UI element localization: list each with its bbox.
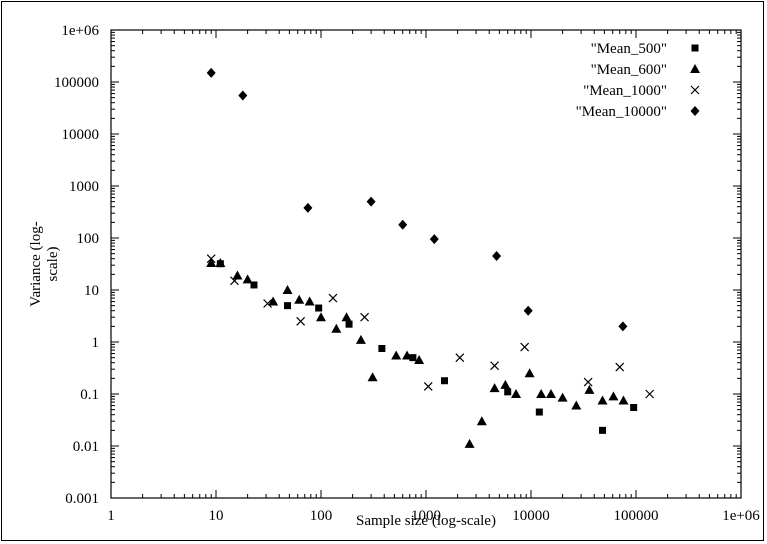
x-tick-label: 1e+06 [722, 508, 760, 524]
data-point-series-2 [464, 438, 475, 448]
data-point-series-2 [402, 350, 413, 360]
data-point-series-2 [511, 389, 522, 398]
data-point-series-2 [414, 355, 425, 365]
data-point-series-2 [545, 389, 556, 398]
y-tick-label: 1e+06 [61, 23, 99, 39]
data-point-series-4 [366, 196, 376, 207]
data-point-series-3 [583, 377, 593, 387]
data-point-series-2 [304, 296, 315, 306]
data-point-series-2 [597, 395, 608, 405]
data-point-series-4 [618, 321, 628, 332]
data-point-series-3 [423, 381, 433, 391]
data-point-series-1 [315, 304, 323, 312]
data-point-series-2 [355, 334, 366, 344]
plot-area [110, 29, 742, 499]
data-point-series-1 [250, 281, 258, 289]
data-point-series-2 [282, 285, 293, 294]
data-point-series-3 [455, 353, 465, 363]
data-point-series-2 [557, 392, 568, 402]
x-tick-label: 10 [209, 508, 224, 524]
data-point-series-4 [398, 219, 408, 230]
legend-label: "Mean_500" [591, 41, 667, 57]
x-tick-labels: 1 10 100 1000 10000 100000 1e+06 [107, 508, 760, 524]
data-point-series-2 [608, 391, 619, 401]
x-tick-label: 1000 [411, 508, 441, 524]
y-tick-label: 10 [84, 283, 99, 299]
data-point-series-2 [476, 416, 487, 426]
data-point-series-2 [316, 312, 326, 322]
data-point-series-2 [341, 312, 352, 322]
y-tick-label: 0.1 [80, 387, 99, 403]
x-tick-label: 100000 [614, 508, 659, 524]
data-point-series-1 [378, 344, 386, 352]
y-tick-label: 1 [92, 335, 100, 351]
legend-marker [690, 106, 700, 116]
data-point-series-1 [630, 404, 638, 412]
y-tick-label: 0.01 [73, 439, 99, 455]
data-point-series-3 [615, 362, 625, 372]
data-point-series-1 [599, 426, 607, 434]
legend-marker [690, 64, 700, 73]
data-point-series-2 [232, 270, 243, 280]
data-point-series-3 [520, 342, 530, 352]
data-point-series-2 [536, 389, 547, 398]
data-point-series-1 [440, 377, 448, 385]
legend-marker [691, 44, 699, 52]
data-point-series-3 [230, 276, 239, 286]
x-tick-label: 1 [107, 508, 115, 524]
data-point-series-2 [268, 296, 279, 306]
data-point-series-3 [263, 299, 273, 308]
data-point-series-2 [294, 294, 305, 304]
x-tick-label: 10000 [512, 508, 550, 524]
data-point-series-2 [618, 395, 629, 405]
data-point-series-2 [206, 258, 217, 268]
data-point-series-2 [391, 350, 402, 360]
data-point-series-3 [206, 254, 216, 264]
legend-label: "Mean_1000" [583, 83, 667, 99]
y-tick-label: 10000 [62, 127, 100, 143]
data-point-series-1 [535, 408, 543, 416]
x-tick-label: 100 [310, 508, 333, 524]
data-point-series-4 [492, 251, 502, 262]
data-point-series-2 [524, 368, 535, 378]
y-tick-labels: 0.001 0.01 0.1 1 10 100 1000 10000 100000 1e+06 [54, 23, 99, 507]
data-point-series-4 [429, 234, 439, 245]
axis-ticks [110, 29, 742, 499]
data-point-series-1 [345, 320, 353, 328]
data-point-series-2 [489, 383, 500, 393]
data-point-series-2 [500, 379, 511, 389]
data-point-series-1 [409, 354, 417, 362]
y-tick-label: 100000 [54, 75, 99, 91]
data-point-series-3 [490, 361, 500, 371]
data-point-series-2 [331, 323, 342, 333]
data-point-series-3 [645, 389, 655, 399]
data-point-series-2 [242, 274, 253, 284]
data-point-series-4 [303, 202, 313, 213]
data-point-series-2 [584, 384, 595, 394]
data-point-series-4 [206, 67, 216, 78]
data-point-series-4 [523, 305, 533, 316]
y-axis-label-line-2: scale) [45, 247, 61, 282]
data-marks [206, 67, 655, 448]
y-tick-label: 0.001 [65, 491, 99, 507]
y-tick-label: 1000 [69, 179, 99, 195]
legend-label: "Mean_600" [591, 62, 667, 78]
legend: "Mean_500" "Mean_600" "Mean_1000" "Mean_100… [576, 41, 700, 120]
data-point-series-3 [296, 316, 306, 326]
x-axis-label: Sample size (log-scale) [356, 513, 496, 529]
y-tick-label: 100 [77, 231, 100, 247]
legend-marker [690, 85, 700, 95]
legend-label: "Mean_10000" [576, 104, 667, 120]
data-point-series-1 [504, 388, 512, 396]
data-point-series-2 [215, 258, 226, 268]
data-point-series-3 [360, 312, 369, 322]
data-point-series-2 [367, 372, 378, 382]
data-point-series-2 [571, 400, 582, 410]
data-point-series-3 [328, 293, 338, 303]
y-axis-label-line-1: Variance (log- [28, 221, 44, 306]
data-point-series-1 [284, 302, 292, 310]
data-point-series-4 [238, 90, 248, 101]
